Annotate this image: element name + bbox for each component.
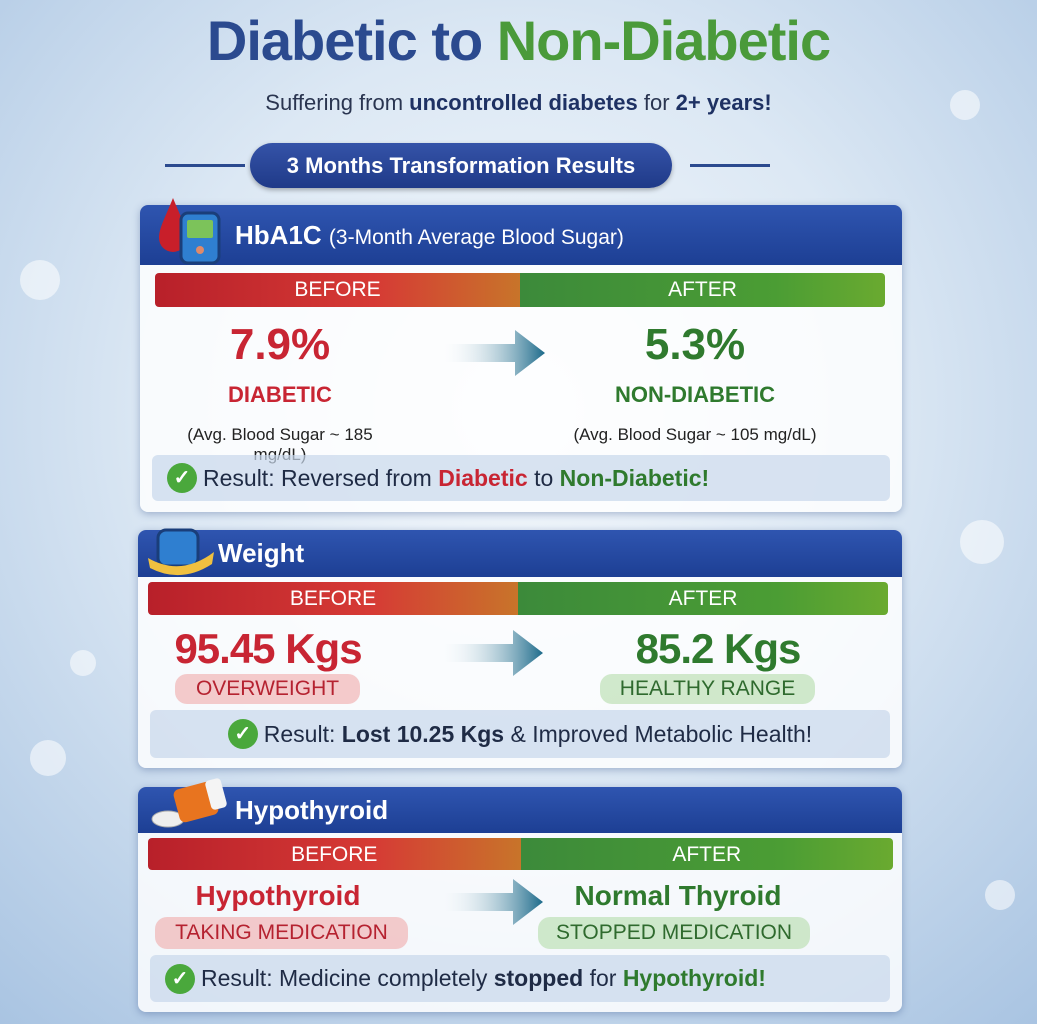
hba1c-card: HbA1C (3-Month Average Blood Sugar) BEFO… xyxy=(140,198,902,512)
before-value: Hypothyroid xyxy=(195,880,361,911)
weight-card: Weight BEFORE AFTER 95.45 Kgs 85.2 Kgs OV… xyxy=(138,528,902,768)
after-value: Normal Thyroid xyxy=(574,880,782,911)
checkmark-icon: ✓ xyxy=(165,963,195,994)
before-after-bar: BEFORE AFTER xyxy=(155,273,885,307)
divider xyxy=(165,164,245,167)
arrow-right-icon xyxy=(440,330,545,376)
thyroid-header: Hypothyroid xyxy=(138,787,902,833)
blood-drop-glucometer-icon xyxy=(159,198,221,265)
result-box: ✓ Result: Reversed from Diabetic to Non-D… xyxy=(152,455,890,501)
before-after-bar: BEFORE AFTER xyxy=(148,582,888,615)
result-box: ✓ Result: Lost 10.25 Kgs & Improved Metab… xyxy=(150,710,890,758)
before-value: 95.45 Kgs xyxy=(174,625,362,672)
after-value: 85.2 Kgs xyxy=(635,625,802,672)
before-value: 7.9% xyxy=(229,320,331,369)
after-status: HEALTHY RANGE xyxy=(600,674,815,704)
after-status: NON-DIABETIC xyxy=(614,382,776,407)
checkmark-icon: ✓ xyxy=(167,463,197,493)
result-box: ✓ Result: Medicine completely stopped for… xyxy=(150,955,890,1002)
arrow-right-icon xyxy=(438,630,543,676)
before-after-bar: BEFORE AFTER xyxy=(148,838,893,870)
weight-header: Weight xyxy=(138,530,902,577)
medicine-bottle-icon xyxy=(151,778,227,828)
before-status: TAKING MEDICATION xyxy=(155,917,408,949)
hba1c-header: HbA1C (3-Month Average Blood Sugar) xyxy=(140,205,902,265)
after-status: STOPPED MEDICATION xyxy=(538,917,810,949)
before-status: DIABETIC xyxy=(228,382,332,407)
scale-tape-icon xyxy=(148,528,214,576)
divider xyxy=(690,164,770,167)
results-banner: 3 Months Transformation Results xyxy=(250,143,672,188)
subtitle: Suffering from uncontrolled diabetes for… xyxy=(265,90,772,115)
page-title: Diabetic to Non-Diabetic xyxy=(206,9,831,72)
thyroid-card: Hypothyroid BEFORE AFTER Hypothyroid Norm… xyxy=(138,778,902,1012)
after-value: 5.3% xyxy=(644,320,746,369)
arrow-right-icon xyxy=(438,879,543,925)
checkmark-icon: ✓ xyxy=(227,719,258,749)
before-status: OVERWEIGHT xyxy=(175,674,360,704)
after-note: (Avg. Blood Sugar ~ 105 mg/dL) xyxy=(573,425,817,444)
